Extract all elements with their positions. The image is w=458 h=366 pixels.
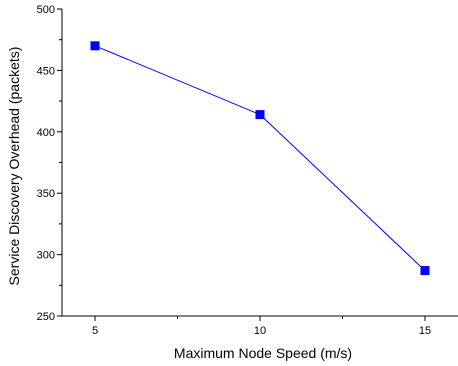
y-tick-label: 450 bbox=[37, 65, 55, 77]
y-tick-label: 400 bbox=[37, 127, 55, 139]
y-tick-label: 500 bbox=[37, 4, 55, 16]
y-axis-title: Service Discovery Overhead (packets) bbox=[6, 47, 22, 286]
y-tick-label: 300 bbox=[37, 250, 55, 262]
y-tick-label: 250 bbox=[37, 311, 55, 323]
data-point-marker bbox=[420, 266, 430, 276]
data-point-marker bbox=[90, 41, 100, 51]
x-axis-title: Maximum Node Speed (m/s) bbox=[174, 345, 352, 361]
data-point-marker bbox=[255, 110, 265, 120]
x-tick-label: 15 bbox=[419, 325, 431, 337]
x-tick-label: 10 bbox=[254, 325, 266, 337]
plot-area: 250 300 350 400 450 500 5 10 15 bbox=[37, 4, 458, 337]
x-tick-label: 5 bbox=[92, 325, 98, 337]
series-line bbox=[94, 45, 426, 271]
y-tick-label: 350 bbox=[37, 188, 55, 200]
